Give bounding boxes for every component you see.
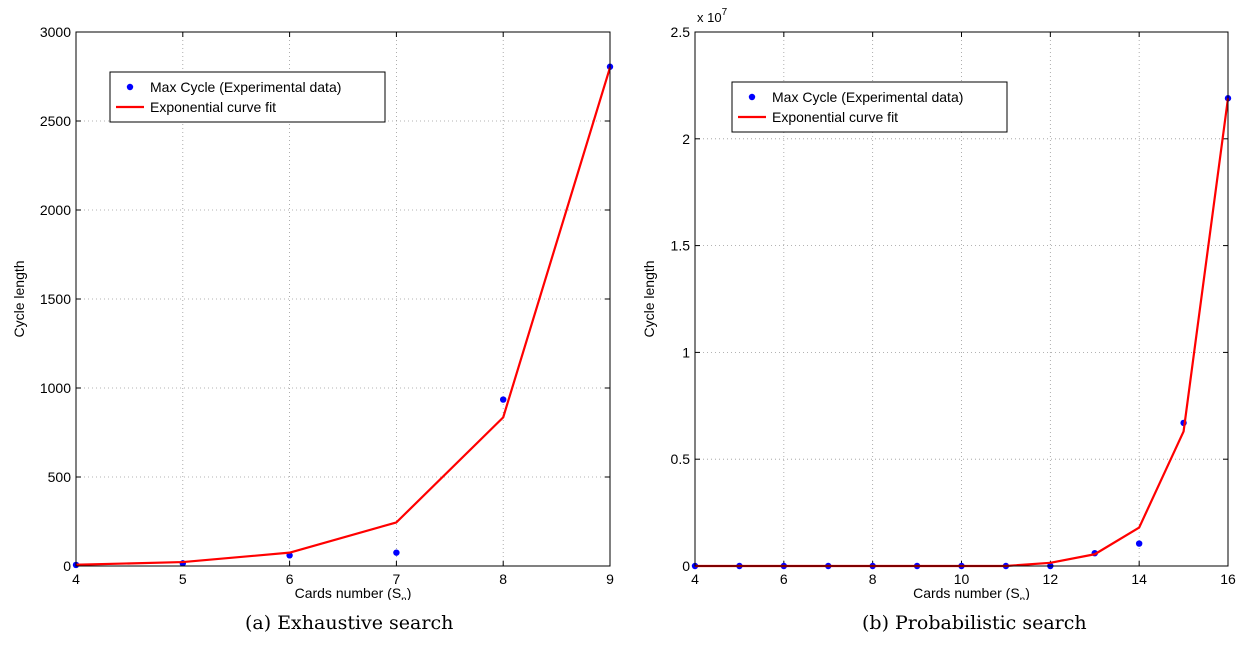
x-axis-label-end: ) xyxy=(407,585,412,600)
x-tick-label: 5 xyxy=(179,571,187,587)
chart-probabilistic-search: 4 6 8 10 12 14 16 0 0.5 1 1.5 2 2.5 x 107 Cards number… xyxy=(641,7,1236,606)
y-tick-label: 2 xyxy=(682,131,690,147)
legend-entry-label: Max Cycle (Experimental data) xyxy=(150,79,341,95)
x-tick-label: 16 xyxy=(1220,571,1236,587)
y-axis-label: Cycle length xyxy=(641,260,657,337)
y-tick-label: 500 xyxy=(48,469,72,485)
x-tick-label: 8 xyxy=(499,571,507,587)
legend-box xyxy=(731,81,1008,133)
fit-curve-line xyxy=(75,67,612,566)
legend-swatch-marker xyxy=(748,93,756,101)
y-tick-label: 0 xyxy=(63,558,71,574)
y-tick-label: 1 xyxy=(682,344,690,360)
data-point xyxy=(1135,540,1143,547)
exponent-power: 7 xyxy=(722,7,728,18)
y-tick-label: 1500 xyxy=(40,291,71,307)
x-tick-label: 14 xyxy=(1131,571,1147,587)
y-tick-label: 3000 xyxy=(40,24,71,40)
legend-entry-label: Max Cycle (Experimental data) xyxy=(772,89,963,105)
y-tick-label: 0 xyxy=(682,558,690,574)
x-tick-label: 12 xyxy=(1043,571,1059,587)
caption-probabilistic-search: (b) Probabilistic search xyxy=(862,612,1087,634)
x-axis-label: Cards number (Sn) xyxy=(295,585,412,600)
x-tick-label: 6 xyxy=(780,571,788,587)
x-tick-label: 8 xyxy=(869,571,877,587)
x-tick-label: 7 xyxy=(393,571,401,587)
legend-box xyxy=(109,71,386,123)
legend-swatch-marker xyxy=(126,83,134,91)
legend-entry-label: Exponential curve fit xyxy=(772,109,898,125)
data-point xyxy=(393,549,400,556)
y-tick-label: 1000 xyxy=(40,380,71,396)
x-tick-label: 10 xyxy=(954,571,970,587)
axes-frame xyxy=(75,31,611,567)
y-tick-label: 1.5 xyxy=(671,238,691,254)
figure-panel-probabilistic: 4 6 8 10 12 14 16 0 0.5 1 1.5 2 2.5 x 107 Cards number… xyxy=(621,0,1242,665)
x-tick-label: 4 xyxy=(72,571,80,587)
x-axis-label-main: Cards number (S xyxy=(913,585,1020,600)
figure-panel-exhaustive: 4 5 6 7 8 9 0 500 1000 1500 2000 2500 3000 Cards numb… xyxy=(11,24,614,634)
legend-entry-label: Exponential curve fit xyxy=(150,99,276,115)
x-axis-label-end: ) xyxy=(1025,585,1030,600)
x-axis-label: Cards number (Sn) xyxy=(913,585,1030,600)
x-tick-label: 9 xyxy=(606,571,614,587)
caption-exhaustive-search: (a) Exhaustive search xyxy=(245,612,454,634)
y-tick-label: 0.5 xyxy=(671,451,691,467)
x-tick-label: 6 xyxy=(286,571,294,587)
x-axis-label-main: Cards number (S xyxy=(295,585,402,600)
exponent-base: x 10 xyxy=(697,10,722,25)
y-axis-exponent-label: x 107 xyxy=(697,7,728,25)
y-tick-label: 2500 xyxy=(40,113,71,129)
axes-frame xyxy=(694,31,1229,567)
data-point xyxy=(500,396,507,403)
chart-exhaustive-search: 4 5 6 7 8 9 0 500 1000 1500 2000 2500 3000 Cards numb… xyxy=(11,24,614,606)
y-tick-label: 2.5 xyxy=(671,24,691,40)
y-axis-label: Cycle length xyxy=(11,260,27,337)
y-tick-label: 2000 xyxy=(40,202,71,218)
x-tick-label: 4 xyxy=(691,571,699,587)
